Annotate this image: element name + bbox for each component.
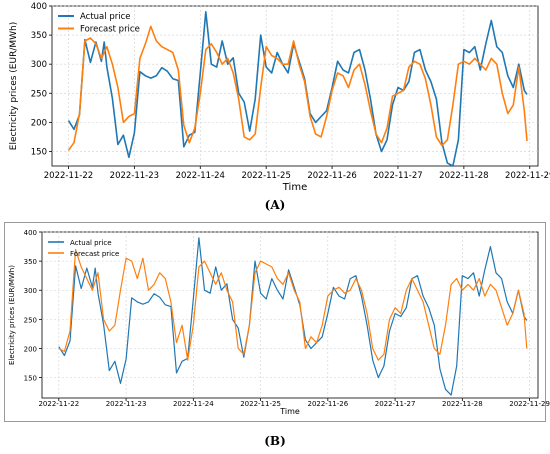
x-tick-label: 2022-11-24 — [176, 171, 225, 181]
chart-b: 150 200 250 300 350 400 2022-11-22 2022-11-23 20… — [8, 229, 550, 416]
panel-b: 150 200 250 300 350 400 2022-11-22 2022-11-23 20… — [0, 220, 550, 454]
x-tick-label: 2022-11-27 — [375, 400, 416, 408]
y-tick-label: 250 — [24, 316, 37, 324]
y-tick-label: 300 — [24, 287, 37, 295]
actual-price-line — [58, 237, 528, 396]
panel-a: 150 200 250 300 350 400 2022-11-22 2022-11-23 20… — [0, 0, 550, 216]
legend-label: Forecast price — [70, 250, 119, 258]
x-tick-label: 2022-11-23 — [106, 400, 147, 408]
x-tick-label: 2022-11-22 — [44, 171, 93, 181]
y-axis-label: Electricity prices (EUR/MWh) — [8, 265, 16, 365]
x-tick-label: 2022-11-28 — [442, 400, 483, 408]
y-tick-label: 300 — [31, 60, 47, 70]
y-tick-label: 150 — [31, 147, 47, 157]
x-axis-label: Time — [282, 182, 307, 193]
x-tick-label: 2022-11-23 — [110, 171, 159, 181]
x-axis-label: Time — [279, 407, 300, 416]
y-tick-label: 350 — [31, 31, 47, 41]
forecast-price-line — [58, 248, 528, 361]
x-tick-label: 2022-11-25 — [241, 171, 290, 181]
y-axis-label: Electricity prices (EUR/MWh) — [9, 22, 19, 150]
x-tick-label: 2022-11-22 — [38, 400, 79, 408]
y-tick-label: 200 — [24, 345, 37, 353]
x-tick-label: 2022-11-28 — [439, 171, 488, 181]
x-tick-label: 2022-11-26 — [307, 400, 348, 408]
x-tick-label: 2022-11-25 — [240, 400, 281, 408]
legend-label: Actual price — [70, 239, 112, 247]
x-tick-label: 2022-11-26 — [307, 171, 356, 181]
x-tick-label: 2022-11-29 — [509, 400, 550, 408]
y-tick-label: 400 — [24, 229, 37, 237]
y-tick-label: 150 — [24, 375, 37, 383]
legend-label: Forecast price — [80, 25, 140, 35]
y-tick-label: 200 — [31, 118, 47, 128]
x-tick-label: 2022-11-27 — [373, 171, 422, 181]
forecast-price-line — [67, 25, 528, 151]
x-tick-label: 2022-11-24 — [173, 400, 214, 408]
y-tick-label: 350 — [24, 258, 37, 266]
panel-b-frame — [4, 222, 546, 422]
y-tick-label: 250 — [31, 89, 47, 99]
legend-label: Actual price — [80, 12, 131, 22]
y-tick-label: 400 — [31, 2, 47, 12]
plot-area — [51, 5, 539, 167]
x-tick-label: 2022-11-29 — [505, 171, 550, 181]
panel-a-caption: (A) — [264, 198, 286, 212]
panel-b-caption: (B) — [264, 434, 286, 448]
chart-a: 150 200 250 300 350 400 2022-11-22 2022-11-23 20… — [9, 2, 550, 193]
